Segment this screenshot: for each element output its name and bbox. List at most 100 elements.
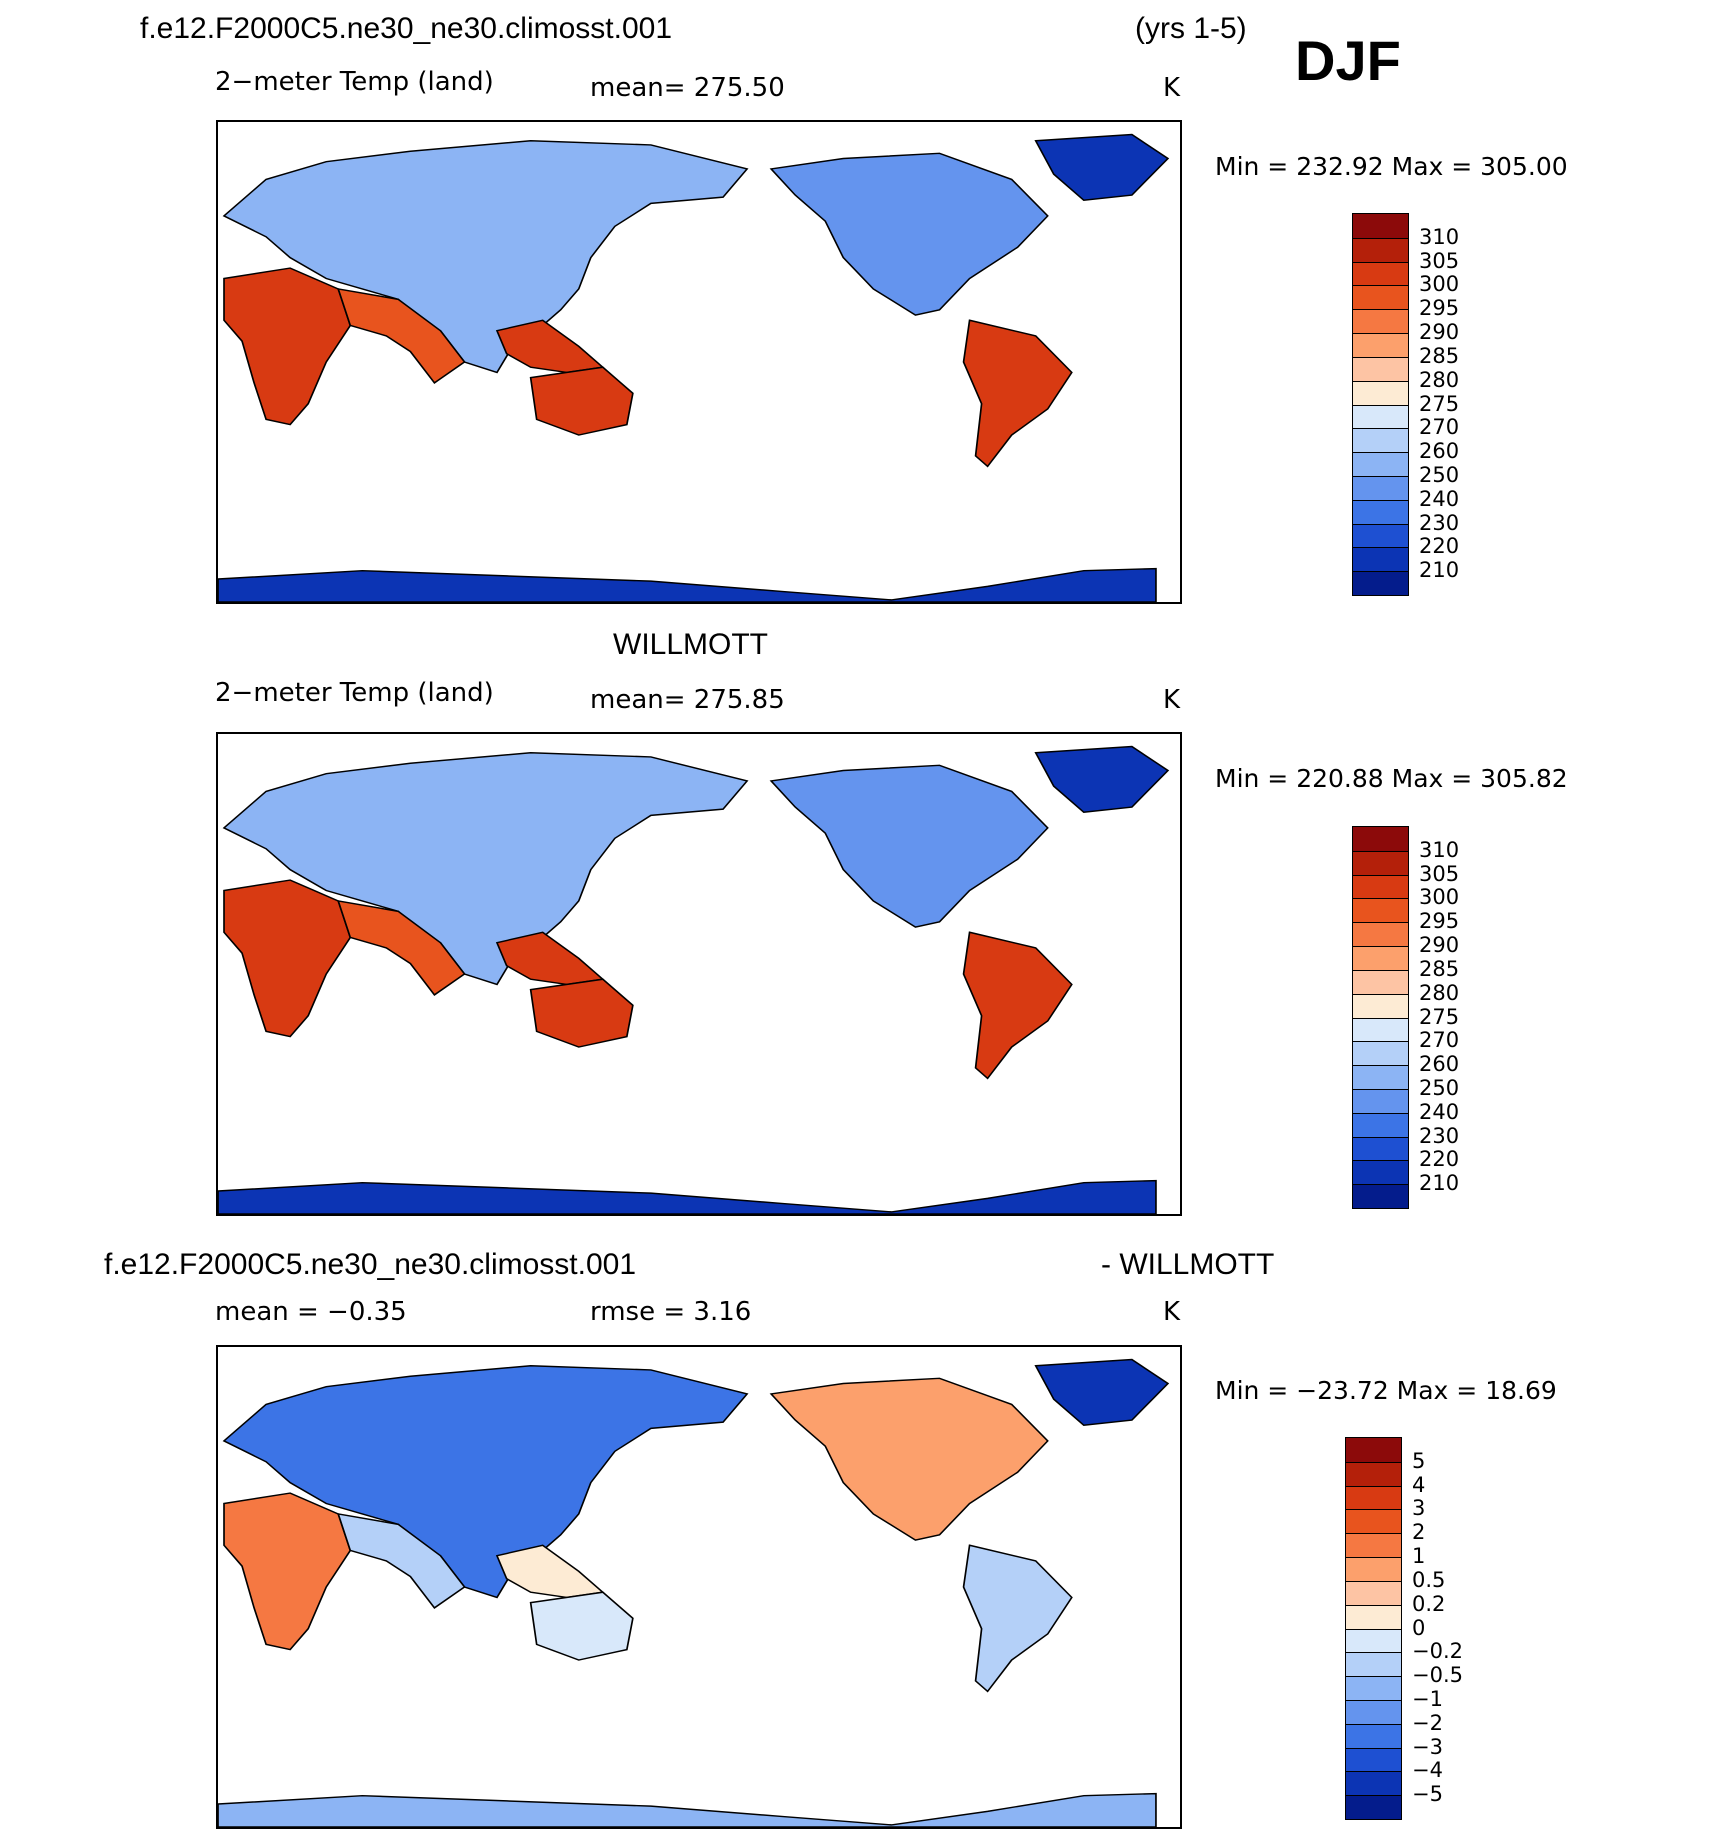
colorbar-swatch xyxy=(1353,428,1408,453)
colorbar-swatch xyxy=(1346,1509,1401,1534)
colorbar-tick-label: 210 xyxy=(1419,558,1460,583)
colorbar-tick-label: 0.2 xyxy=(1412,1591,1446,1616)
colorbar-swatch xyxy=(1353,523,1408,548)
colorbar-swatch xyxy=(1346,1771,1401,1796)
australia-landmass xyxy=(529,1591,634,1661)
africa-landmass xyxy=(223,879,352,1038)
colorbar-tick-label: 250 xyxy=(1419,1075,1460,1100)
colorbar-swatch xyxy=(1346,1461,1401,1486)
colorbar-swatch xyxy=(1353,1184,1408,1208)
south-america-landmass xyxy=(962,1544,1073,1693)
colorbar-swatch xyxy=(1346,1485,1401,1510)
southeast-asia-landmass xyxy=(495,319,605,374)
colorbar-swatch xyxy=(1353,499,1408,524)
map-canvas xyxy=(218,133,1170,602)
colorbar-swatch xyxy=(1353,1112,1408,1137)
colorbar-swatch xyxy=(1353,309,1408,334)
colorbar-tick-label: 4 xyxy=(1412,1472,1426,1497)
colorbar-swatch xyxy=(1353,380,1408,405)
arabia-india-landmass xyxy=(337,288,466,384)
map-canvas xyxy=(218,1358,1170,1827)
colorbar-tick-label: 0.5 xyxy=(1412,1567,1446,1592)
colorbar-tick-label: 295 xyxy=(1419,296,1460,321)
colorbar-swatch xyxy=(1353,993,1408,1018)
colorbar-swatch xyxy=(1353,1136,1408,1161)
australia-landmass xyxy=(529,366,634,436)
colorbar-swatch xyxy=(1346,1604,1401,1629)
colorbar-swatch xyxy=(1353,261,1408,286)
colorbar-tick-label: 260 xyxy=(1419,439,1460,464)
colorbar-tick-label: −1 xyxy=(1412,1686,1443,1711)
colorbar-tick-label: 285 xyxy=(1419,956,1460,981)
colorbar-tick-label: 305 xyxy=(1419,861,1460,886)
colorbar-tick-label: 0 xyxy=(1412,1615,1426,1640)
colorbar-tick-label: 280 xyxy=(1419,980,1460,1005)
colorbar-swatch xyxy=(1353,827,1408,851)
season-label: DJF xyxy=(1295,29,1401,92)
colorbar-swatch xyxy=(1353,1088,1408,1113)
antarctica-landmass xyxy=(218,567,1157,602)
colorbar-tick-label: 310 xyxy=(1419,837,1460,862)
colorbar-tick-label: 290 xyxy=(1419,933,1460,958)
colorbar-tick-label: 285 xyxy=(1419,343,1460,368)
colorbar-swatch xyxy=(1346,1533,1401,1558)
greenland-landmass xyxy=(1034,1358,1170,1427)
colorbar-swatch xyxy=(1353,1160,1408,1185)
colorbar-tick-label: 270 xyxy=(1419,415,1460,440)
colorbar-swatch xyxy=(1346,1438,1401,1462)
panel-diff-units: K xyxy=(1163,1297,1181,1327)
colorbar-swatch xyxy=(1346,1795,1401,1819)
southeast-asia-landmass xyxy=(495,1544,605,1599)
panel-diff-rmse: rmse = 3.16 xyxy=(590,1297,752,1327)
africa-landmass xyxy=(223,267,352,426)
panel-obs-minmax: Min = 220.88 Max = 305.82 xyxy=(1215,764,1568,793)
colorbar-tick-label: −4 xyxy=(1412,1758,1443,1783)
colorbar-swatch xyxy=(1353,452,1408,476)
colorbar-tick-label: 300 xyxy=(1419,272,1460,297)
colorbar-swatch xyxy=(1353,571,1408,595)
arabia-india-landmass xyxy=(337,900,466,996)
panel-obs-mean: mean= 275.85 xyxy=(590,685,785,715)
panel-model-variable: 2−meter Temp (land) xyxy=(215,67,494,97)
eurasia-landmass xyxy=(222,1365,749,1599)
panel-model-minmax: Min = 232.92 Max = 305.00 xyxy=(1215,152,1568,181)
north-america-landmass xyxy=(769,1377,1049,1541)
panel-model-mean: mean= 275.50 xyxy=(590,73,785,103)
north-america-landmass xyxy=(769,764,1049,928)
map-obs xyxy=(216,732,1182,1216)
north-america-landmass xyxy=(769,152,1049,316)
colorbar-tick-label: 220 xyxy=(1419,1147,1460,1172)
south-america-landmass xyxy=(962,319,1073,468)
colorbar-swatch xyxy=(1353,850,1408,875)
colorbar-swatch xyxy=(1346,1699,1401,1724)
eurasia-landmass xyxy=(222,752,749,986)
colorbar-swatch xyxy=(1353,874,1408,899)
colorbar-tick-label: 260 xyxy=(1419,1052,1460,1077)
panel-obs-title: WILLMOTT xyxy=(613,628,768,661)
panel-model-units: K xyxy=(1163,73,1181,103)
south-america-landmass xyxy=(962,931,1073,1080)
colorbar-diff xyxy=(1345,1437,1402,1820)
colorbar-swatch xyxy=(1353,333,1408,357)
colorbar-swatch xyxy=(1353,898,1408,923)
map-canvas xyxy=(218,745,1170,1214)
colorbar-tick-label: 300 xyxy=(1419,885,1460,910)
colorbar-tick-label: −0.5 xyxy=(1412,1663,1463,1688)
greenland-landmass xyxy=(1034,133,1170,202)
panel-diff-title-right: - WILLMOTT xyxy=(1101,1248,1275,1281)
panel-diff-mean: mean = −0.35 xyxy=(215,1297,407,1327)
colorbar-tick-label: −0.2 xyxy=(1412,1639,1463,1664)
colorbar-swatch xyxy=(1346,1723,1401,1748)
colorbar-swatch xyxy=(1353,237,1408,262)
colorbar-tick-label: 250 xyxy=(1419,462,1460,487)
colorbar-swatch xyxy=(1353,1041,1408,1066)
colorbar-tick-label: 280 xyxy=(1419,367,1460,392)
colorbar-swatch xyxy=(1353,285,1408,310)
colorbar-tick-label: 310 xyxy=(1419,224,1460,249)
colorbar-model xyxy=(1352,213,1409,596)
colorbar-tick-label: 295 xyxy=(1419,909,1460,934)
case-title: f.e12.F2000C5.ne30_ne30.climosst.001 xyxy=(140,12,673,45)
colorbar-tick-label: −2 xyxy=(1412,1710,1443,1735)
australia-landmass xyxy=(529,978,634,1048)
map-model xyxy=(216,120,1182,604)
